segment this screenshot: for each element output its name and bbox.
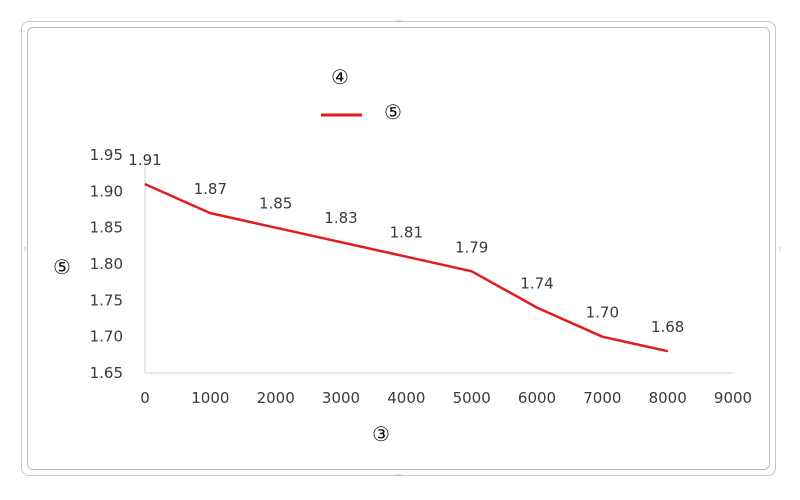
chart-area[interactable] <box>27 27 770 470</box>
x-tick-label: 2000 <box>257 389 295 407</box>
x-tick-label: 4000 <box>387 389 425 407</box>
y-tick-label: 1.80 <box>90 255 123 273</box>
data-point <box>340 241 342 243</box>
data-point <box>601 336 603 338</box>
y-tick-labels: 1.65 1.70 1.75 1.80 1.85 1.90 1.95 <box>90 146 123 382</box>
data-point <box>275 227 277 229</box>
resize-handle-left[interactable]: ··· <box>20 246 29 251</box>
x-tick-labels: 0 1000 2000 3000 4000 5000 6000 7000 8000 9000 <box>140 389 752 407</box>
data-label: 1.87 <box>194 180 227 198</box>
legend: ⑤ <box>321 100 402 124</box>
resize-handle-bottom[interactable]: ···· <box>395 471 402 480</box>
series-layer <box>144 182 669 353</box>
series-line <box>144 182 668 353</box>
x-tick-label: 5000 <box>453 389 491 407</box>
data-label: 1.83 <box>324 209 357 227</box>
data-point <box>209 212 211 214</box>
x-tick-label: 1000 <box>191 389 229 407</box>
data-label: 1.70 <box>586 304 619 322</box>
x-tick-label: 7000 <box>583 389 621 407</box>
data-point <box>471 270 473 272</box>
legend-label: ⑤ <box>384 100 402 124</box>
y-tick-label: 1.90 <box>90 182 123 200</box>
data-point <box>144 183 146 185</box>
data-label: 1.68 <box>651 318 684 336</box>
chart-title: ④ <box>331 65 349 89</box>
data-label: 1.79 <box>455 238 488 256</box>
resize-handle-right[interactable]: ··· <box>775 246 784 251</box>
x-tick-label: 3000 <box>322 389 360 407</box>
x-tick-label: 9000 <box>714 389 752 407</box>
data-label: 1.91 <box>128 151 161 169</box>
y-tick-label: 1.95 <box>90 146 123 164</box>
y-tick-label: 1.75 <box>90 291 123 309</box>
data-point <box>405 256 407 258</box>
x-tick-label: 0 <box>140 389 150 407</box>
data-point <box>536 307 538 309</box>
y-tick-label: 1.65 <box>90 364 123 382</box>
x-tick-label: 6000 <box>518 389 556 407</box>
y-axis-title: ⑤ <box>53 255 71 279</box>
data-label: 1.81 <box>390 224 423 242</box>
data-point <box>667 350 669 352</box>
data-label: 1.74 <box>520 275 553 293</box>
resize-handle-top[interactable]: ···· <box>395 17 402 26</box>
y-tick-label: 1.70 <box>90 328 123 346</box>
y-tick-label: 1.85 <box>90 219 123 237</box>
x-tick-label: 8000 <box>649 389 687 407</box>
data-labels: 1.91 1.87 1.85 1.83 1.81 1.79 1.74 1.70 1.68 <box>128 151 684 336</box>
axes <box>144 155 733 374</box>
data-label: 1.85 <box>259 195 292 213</box>
x-axis-title: ③ <box>372 422 390 446</box>
